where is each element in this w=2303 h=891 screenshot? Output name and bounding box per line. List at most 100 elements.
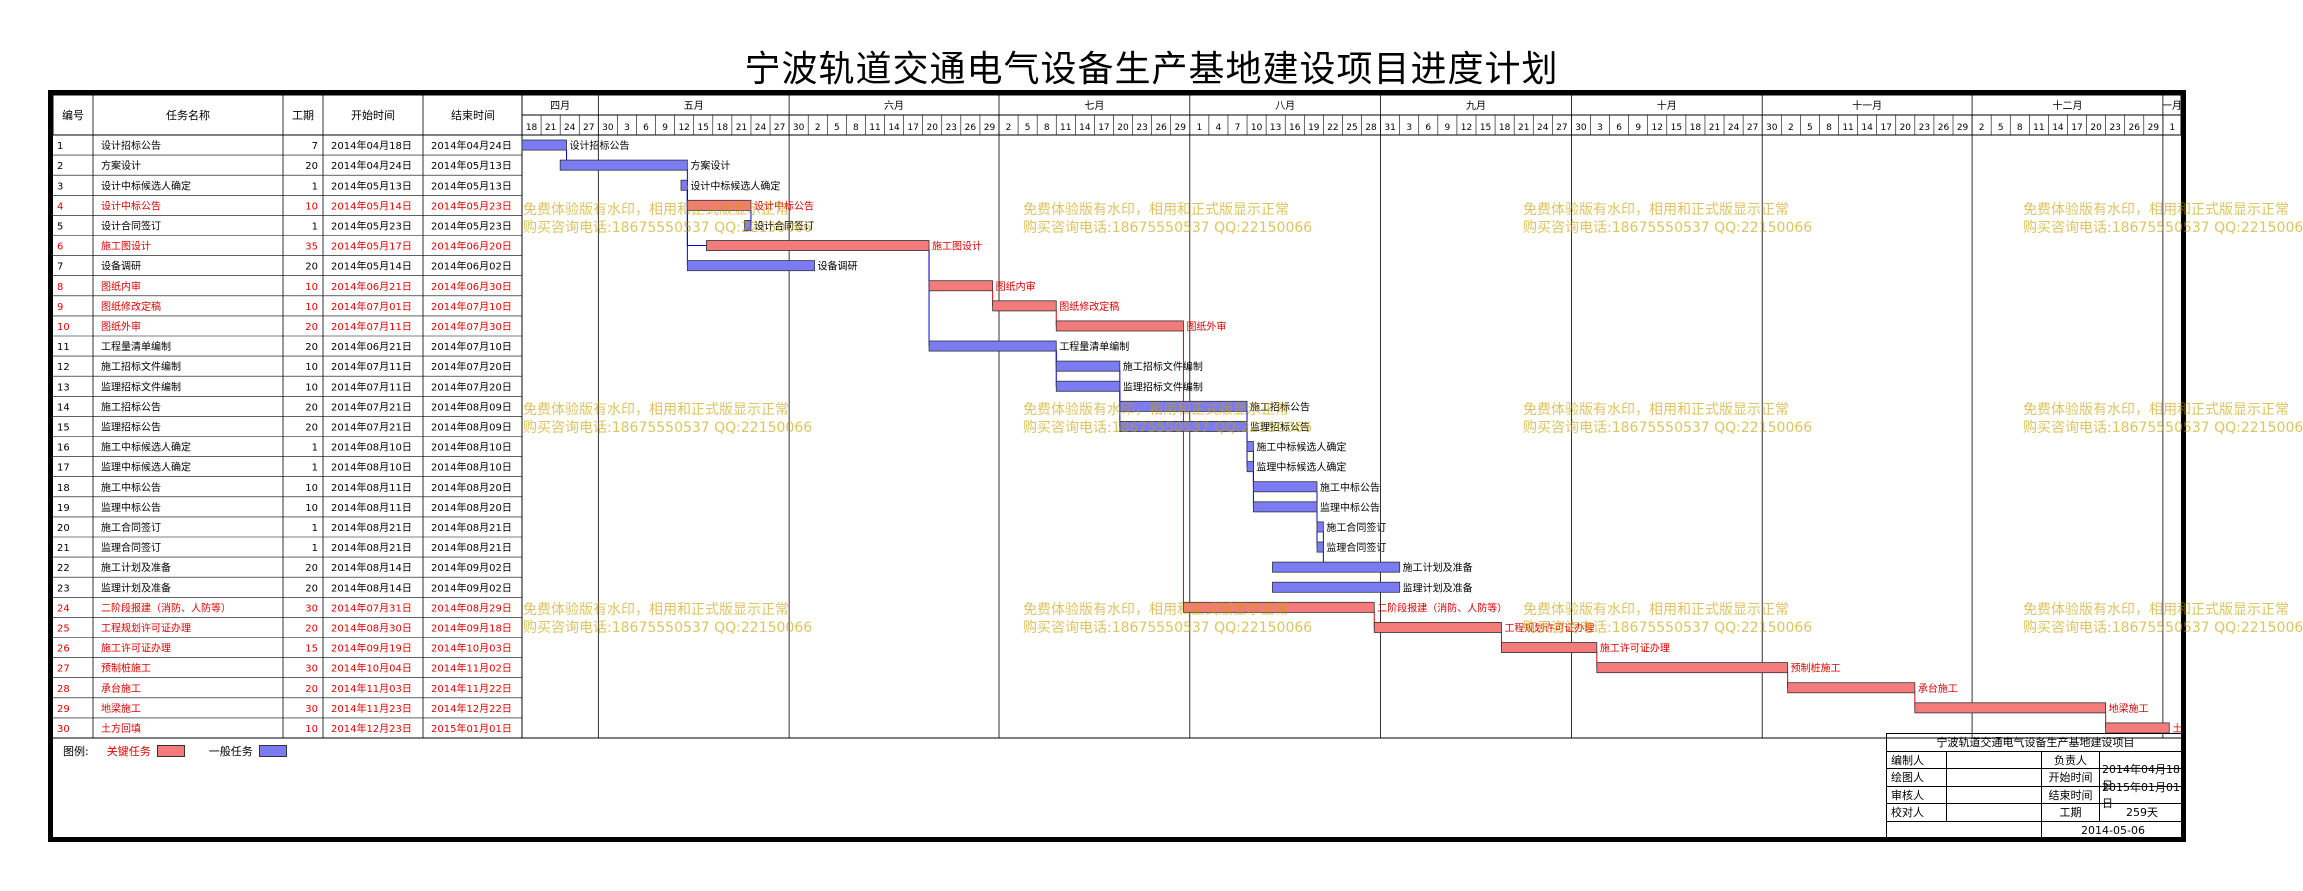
cell-end: 2014年08月20日 [431, 481, 512, 494]
cell-start: 2014年06月21日 [331, 280, 412, 293]
cell-start: 2014年05月23日 [331, 219, 412, 232]
day-tick-label: 18 [717, 123, 729, 133]
cell-end: 2014年10月03日 [431, 642, 512, 655]
day-tick-label: 12 [678, 123, 689, 133]
cell-id: 2 [57, 161, 63, 172]
cell-duration: 20 [305, 342, 318, 353]
day-tick-label: 9 [1635, 123, 1641, 133]
day-tick-label: 29 [1175, 123, 1187, 133]
day-tick-label: 3 [1406, 123, 1412, 133]
gantt-bar [1055, 360, 1121, 372]
gantt-bar [1119, 420, 1248, 432]
cell-end: 2014年07月10日 [431, 340, 512, 353]
cell-start: 2014年04月24日 [331, 159, 412, 172]
duration-value: 259天 [2126, 806, 2158, 820]
cell-end: 2014年07月20日 [431, 380, 512, 393]
gantt-bar-label: 监理招标公告 [1250, 420, 1310, 433]
cell-id: 26 [57, 644, 70, 655]
day-tick-label: 27 [583, 123, 594, 133]
gantt-bar-label: 图纸修改定稿 [1059, 300, 1119, 313]
gantt-bar-label: 施工合同签订 [1326, 521, 1386, 534]
day-tick-label: 27 [1556, 123, 1567, 133]
gantt-bar [1055, 380, 1121, 392]
day-tick-label: 18 [526, 123, 538, 133]
day-tick-label: 17 [1880, 123, 1891, 133]
cell-id: 19 [57, 503, 70, 514]
cell-duration: 7 [312, 141, 318, 152]
day-tick-label: 16 [1289, 123, 1301, 133]
cell-start: 2014年11月23日 [331, 702, 412, 715]
gantt-bar [1596, 662, 1789, 674]
cell-duration: 10 [305, 503, 318, 514]
day-tick-label: 11 [869, 123, 880, 133]
day-tick-label: 7 [1235, 123, 1241, 133]
cell-start: 2014年08月10日 [331, 461, 412, 474]
day-tick-label: 24 [564, 123, 576, 133]
cell-end: 2014年04月24日 [431, 139, 512, 152]
cell-start: 2014年05月13日 [331, 179, 412, 192]
day-tick-label: 14 [1079, 123, 1091, 133]
day-tick-label: 29 [984, 123, 996, 133]
cell-name: 监理计划及准备 [101, 581, 171, 594]
plan-date: 2014-05-06 [2081, 823, 2145, 837]
cell-name: 监理招标公告 [101, 420, 161, 433]
cell-end: 2014年06月20日 [431, 240, 512, 253]
cell-duration: 35 [305, 242, 318, 253]
cell-id: 25 [57, 623, 70, 634]
legend-critical-swatch [156, 745, 185, 757]
day-tick-label: 1 [1196, 123, 1202, 133]
month-label: 十一月 [1852, 99, 1882, 112]
cell-id: 21 [57, 543, 70, 554]
cell-name: 方案设计 [101, 159, 141, 172]
month-label: 一月 [2162, 100, 2181, 112]
cell-duration: 15 [305, 644, 318, 655]
gantt-bar-label: 施工招标文件编制 [1123, 360, 1203, 373]
gantt-bar-label: 施工计划及准备 [1403, 561, 1473, 574]
cell-duration: 30 [305, 664, 318, 675]
day-tick-label: 18 [1499, 123, 1511, 133]
cell-name: 设计招标公告 [101, 139, 161, 152]
cell-id: 23 [57, 583, 70, 594]
cell-end: 2014年07月20日 [431, 360, 512, 373]
page-title: 宁波轨道交通电气设备生产基地建设项目进度计划 [744, 49, 1559, 90]
cell-duration: 20 [305, 322, 318, 333]
gantt-bar [1253, 501, 1318, 513]
cell-start: 2014年08月30日 [331, 621, 412, 634]
title-block-project: 宁波轨道交通电气设备生产基地建设项目 [1887, 734, 2184, 752]
day-tick-label: 23 [946, 123, 957, 133]
cell-id: 7 [57, 262, 63, 273]
cell-duration: 10 [305, 483, 318, 494]
cell-duration: 1 [312, 181, 318, 192]
month-label: 七月 [1084, 100, 1104, 112]
cell-start: 2014年08月10日 [331, 441, 412, 454]
cell-start: 2014年12月23日 [331, 722, 412, 735]
cell-duration: 10 [305, 382, 318, 393]
gantt-bar-label: 监理计划及准备 [1403, 581, 1473, 594]
cell-id: 10 [57, 322, 70, 333]
cell-duration: 20 [305, 684, 318, 695]
cell-duration: 10 [305, 302, 318, 313]
cell-duration: 20 [305, 262, 318, 273]
duration-label: 工期 [2042, 804, 2100, 821]
cell-start: 2014年08月11日 [331, 501, 412, 514]
gantt-bar-label: 设备调研 [818, 260, 858, 273]
cell-id: 17 [57, 463, 70, 474]
cell-name: 监理合同签订 [101, 541, 161, 554]
cell-name: 图纸外审 [101, 320, 141, 333]
owner-label: 负责人 [2042, 751, 2100, 768]
gantt-bar-label: 施工中标候选人确定 [1256, 441, 1346, 454]
cell-start: 2014年08月14日 [331, 581, 412, 594]
legend-label: 图例: [63, 745, 89, 758]
cell-duration: 10 [305, 724, 318, 735]
day-tick-label: 23 [2109, 123, 2120, 133]
cell-duration: 1 [312, 443, 318, 454]
cell-start: 2014年05月17日 [331, 240, 412, 253]
cell-name: 监理中标公告 [101, 501, 161, 514]
month-label: 四月 [550, 100, 570, 112]
cell-name: 施工计划及准备 [101, 561, 171, 574]
day-tick-label: 17 [1098, 123, 1109, 133]
cell-duration: 20 [305, 623, 318, 634]
day-tick-label: 24 [1537, 123, 1549, 133]
gantt-bar [928, 340, 1057, 352]
